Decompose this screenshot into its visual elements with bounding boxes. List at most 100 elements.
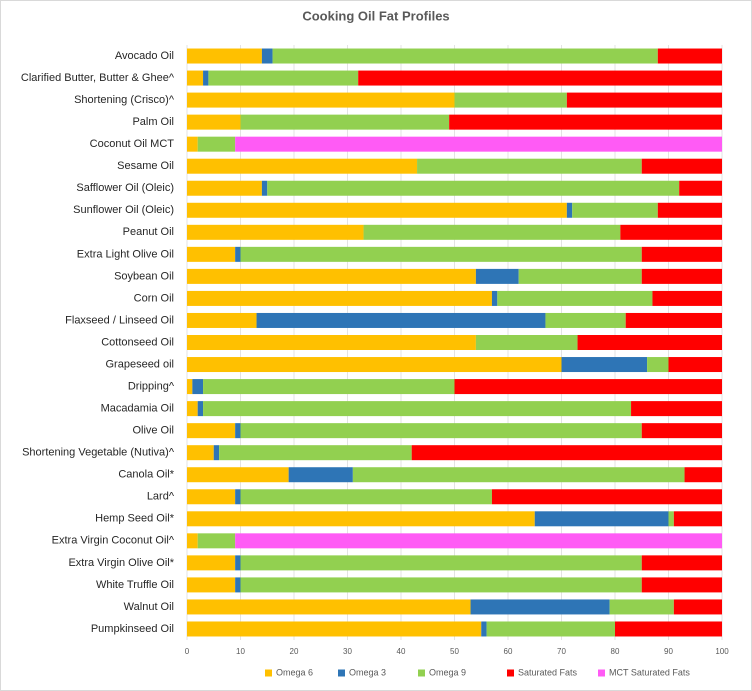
bar-segment <box>235 423 241 439</box>
bar-segment <box>668 357 722 373</box>
bar-segment <box>566 92 722 108</box>
bar-segment <box>652 290 722 306</box>
y-tick-label: Sesame Oil <box>117 160 174 172</box>
bar-segment <box>187 423 236 439</box>
bar-segment <box>679 180 722 196</box>
bar-segment <box>620 224 722 240</box>
bar-segment <box>240 489 492 505</box>
x-tick-label: 50 <box>450 647 459 656</box>
bar-segment <box>261 48 273 64</box>
bar-segment <box>449 114 722 130</box>
bar-segment <box>625 312 722 328</box>
bar-segment <box>235 577 241 593</box>
bar-segment <box>187 70 204 86</box>
bar-segment <box>288 467 353 483</box>
legend-swatch <box>507 669 514 677</box>
bar-segment <box>187 533 198 549</box>
bar-segment <box>187 577 236 593</box>
bar-segment <box>187 180 262 196</box>
bar-segment <box>197 533 236 549</box>
bar-segment <box>208 70 359 86</box>
bar-segment <box>187 401 198 417</box>
bar-segment <box>641 555 722 571</box>
y-tick-label: White Truffle Oil <box>96 579 174 591</box>
legend-label: Saturated Fats <box>518 667 578 677</box>
bar-segment <box>673 599 722 615</box>
bar-segment <box>641 246 722 262</box>
bar-segment <box>267 180 680 196</box>
bar-segment <box>261 180 268 196</box>
bar-segment <box>187 599 471 615</box>
x-tick-label: 0 <box>185 647 190 656</box>
bar-segment <box>470 599 610 615</box>
legend-swatch <box>598 669 605 677</box>
bar-segment <box>454 92 567 108</box>
y-tick-label: Dripping^ <box>128 380 175 392</box>
bar-segment <box>545 312 626 328</box>
bar-segment <box>491 290 498 306</box>
bar-segment <box>187 511 535 527</box>
bar-segment <box>240 423 642 439</box>
bar-segment <box>235 555 241 571</box>
bar-segment <box>684 467 722 483</box>
bar-segment <box>475 268 519 284</box>
bar-segment <box>187 621 482 637</box>
bar-segment <box>673 511 722 527</box>
bar-segment <box>203 70 209 86</box>
bar-segment <box>534 511 669 527</box>
x-tick-label: 100 <box>715 647 729 656</box>
bar-segment <box>187 445 214 461</box>
bar-segment <box>363 224 621 240</box>
y-tick-label: Shortening Vegetable (Nutiva)^ <box>22 447 175 459</box>
bar-segment <box>187 158 418 174</box>
y-tick-label: Corn Oil <box>134 292 174 304</box>
bar-segment <box>561 357 648 373</box>
bar-segment <box>187 48 262 64</box>
bar-segment <box>187 136 198 152</box>
bar-segment <box>609 599 674 615</box>
bar-segment <box>187 92 455 108</box>
bar-segment <box>187 114 241 130</box>
bar-segment <box>187 290 492 306</box>
bar-segment <box>577 335 722 350</box>
bar-segment <box>197 401 204 417</box>
bar-segment <box>657 202 722 218</box>
y-tick-label: Extra Light Olive Oil <box>77 248 174 260</box>
bar-segment <box>352 467 685 483</box>
bar-segment <box>240 555 642 571</box>
bar-segment <box>187 335 476 350</box>
bar-segment <box>631 401 722 417</box>
bar-segment <box>192 379 204 395</box>
bar-segment <box>203 401 632 417</box>
y-tick-label: Coconut Oil MCT <box>90 138 175 150</box>
legend-label: Omega 9 <box>429 667 466 677</box>
y-tick-label: Macadamia Oil <box>101 403 174 415</box>
bar-segment <box>187 224 364 240</box>
bar-segment <box>615 621 722 637</box>
bar-segment <box>240 114 450 130</box>
y-tick-label: Clarified Butter, Butter & Ghee^ <box>21 72 175 84</box>
bar-segment <box>358 70 722 86</box>
legend-label: MCT Saturated Fats <box>609 667 690 677</box>
legend-label: Omega 3 <box>349 667 386 677</box>
y-tick-label: Hemp Seed Oil* <box>95 513 175 525</box>
x-tick-label: 10 <box>236 647 245 656</box>
y-tick-label: Palm Oil <box>132 116 174 128</box>
bar-segment <box>518 268 642 284</box>
y-tick-label: Walnut Oil <box>124 601 174 613</box>
bar-segment <box>475 335 578 350</box>
bar-segment <box>240 246 642 262</box>
y-tick-label: Extra Virgin Olive Oil* <box>68 557 174 569</box>
bar-segment <box>187 467 289 483</box>
bar-segment <box>235 489 241 505</box>
y-tick-label: Olive Oil <box>132 425 174 437</box>
y-tick-label: Soybean Oil <box>114 270 174 282</box>
y-tick-label: Pumpkinseed Oil <box>91 623 174 635</box>
bar-segment <box>497 290 653 306</box>
bar-segment <box>187 246 236 262</box>
bar-segment <box>417 158 642 174</box>
bar-segment <box>235 246 241 262</box>
x-tick-label: 20 <box>290 647 299 656</box>
bar-segment <box>187 202 567 218</box>
